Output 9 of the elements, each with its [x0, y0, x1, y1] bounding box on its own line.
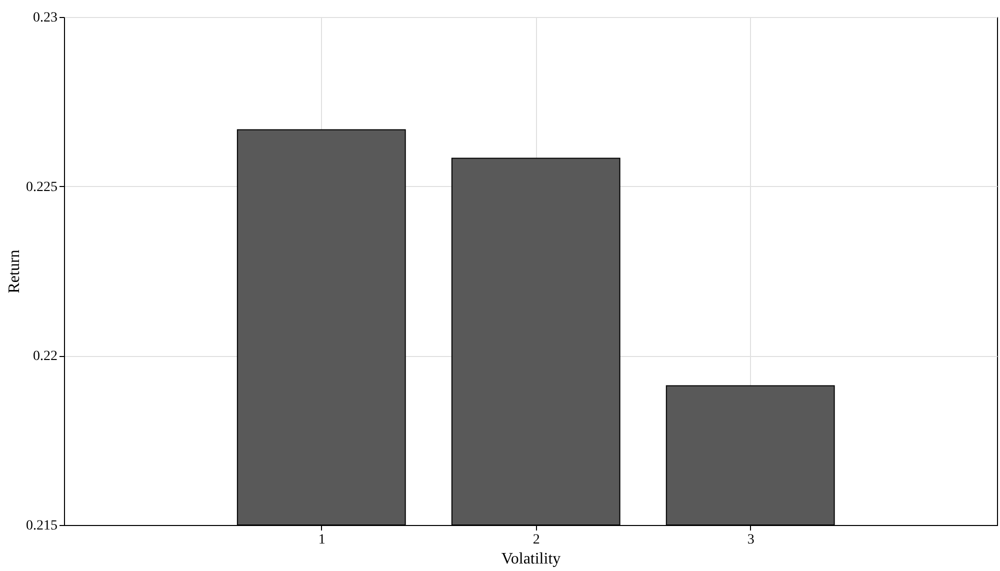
y-tick-label: 0.225	[26, 180, 58, 195]
y-axis-title: Return	[6, 250, 23, 294]
x-axis-title: Volatility	[501, 550, 561, 568]
y-tick-label: 0.215	[26, 518, 58, 534]
y-tick-label: 0.22	[33, 349, 58, 364]
y-tick-label: 0.23	[33, 10, 58, 26]
x-tick-label: 2	[532, 532, 540, 548]
x-tick-label: 1	[318, 532, 326, 548]
x-tick-label: 3	[747, 532, 754, 548]
